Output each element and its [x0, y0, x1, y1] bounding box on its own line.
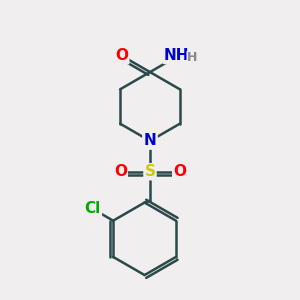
Text: O: O: [114, 164, 127, 179]
Text: N: N: [144, 134, 156, 148]
Text: Cl: Cl: [85, 201, 101, 216]
Text: NH: NH: [164, 48, 189, 63]
Text: O: O: [173, 164, 186, 179]
Text: S: S: [145, 164, 155, 179]
Text: O: O: [115, 48, 128, 63]
Text: N: N: [144, 134, 156, 148]
Text: H: H: [187, 51, 197, 64]
